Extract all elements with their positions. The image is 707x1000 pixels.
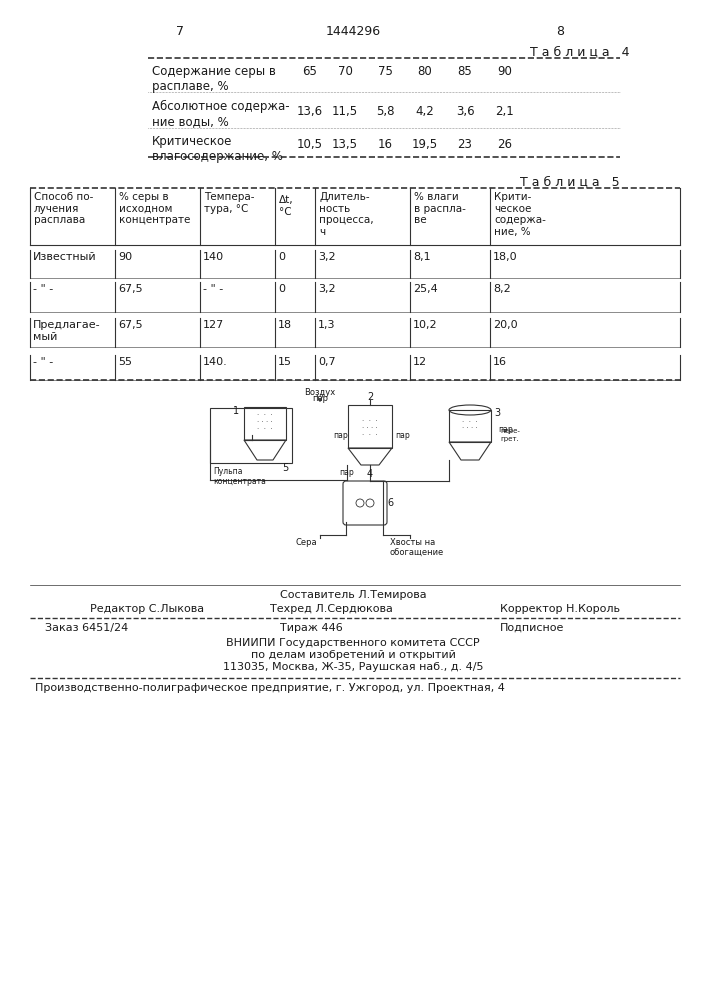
Bar: [449, 410, 491, 442]
Text: - " -: - " -: [33, 284, 53, 294]
Text: Составитель Л.Темирова: Составитель Л.Темирова: [280, 590, 426, 600]
Text: 26: 26: [498, 138, 513, 151]
Text: пар: пар: [395, 430, 410, 440]
Text: Δt,
°С: Δt, °С: [279, 195, 293, 217]
Text: 80: 80: [418, 65, 433, 78]
Text: Корректор Н.Король: Корректор Н.Король: [500, 604, 620, 614]
Text: 67,5: 67,5: [118, 320, 143, 330]
Bar: [210, 408, 292, 463]
Text: 55: 55: [118, 357, 132, 367]
Text: 10,2: 10,2: [413, 320, 438, 330]
Text: Тираж 446: Тираж 446: [280, 623, 343, 633]
Text: 25,4: 25,4: [413, 284, 438, 294]
Text: ·  ·  ·
· · · ·
·  ·  ·: · · · · · · · · · ·: [257, 412, 273, 432]
Text: 1444296: 1444296: [325, 25, 380, 38]
Text: ВНИИПИ Государственного комитета СССР: ВНИИПИ Государственного комитета СССР: [226, 638, 480, 648]
Text: Воздух: Воздух: [305, 388, 336, 397]
Text: пар: пар: [498, 424, 513, 434]
Text: 0,7: 0,7: [318, 357, 336, 367]
Text: ·  ·  ·
· · · ·
·  ·  ·: · · · · · · · · · ·: [362, 418, 378, 438]
Text: 75: 75: [378, 65, 392, 78]
Text: Техред Л.Сердюкова: Техред Л.Сердюкова: [270, 604, 393, 614]
Text: % влаги
в распла-
ве: % влаги в распла- ве: [414, 192, 466, 225]
Text: 11,5: 11,5: [332, 105, 358, 118]
Text: 6: 6: [387, 498, 393, 508]
Text: 20,0: 20,0: [493, 320, 518, 330]
Text: Содержание серы в
расплаве, %: Содержание серы в расплаве, %: [152, 65, 276, 93]
Text: 19,5: 19,5: [412, 138, 438, 151]
Text: 140: 140: [203, 252, 224, 262]
Text: Способ по-
лучения
расплава: Способ по- лучения расплава: [34, 192, 93, 225]
Text: 2: 2: [367, 392, 373, 402]
Text: Крити-
ческое
содержа-
ние, %: Крити- ческое содержа- ние, %: [494, 192, 546, 237]
Text: Редактор С.Лыкова: Редактор С.Лыкова: [90, 604, 204, 614]
Text: пере-
грет.: пере- грет.: [500, 428, 520, 442]
Text: 10,5: 10,5: [297, 138, 323, 151]
Text: 140.: 140.: [203, 357, 228, 367]
Text: пар: пар: [339, 468, 354, 477]
Text: 1: 1: [233, 406, 239, 416]
Text: 8,2: 8,2: [493, 284, 510, 294]
Text: пар: пар: [333, 430, 348, 440]
Text: 8: 8: [556, 25, 564, 38]
Text: 8,1: 8,1: [413, 252, 431, 262]
Text: Т а б л и ц а   4: Т а б л и ц а 4: [530, 45, 629, 58]
Text: % серы в
исходном
концентрате: % серы в исходном концентрате: [119, 192, 190, 225]
Bar: [348, 405, 392, 448]
Text: Т а б л и ц а   5: Т а б л и ц а 5: [520, 175, 619, 188]
Text: 5,8: 5,8: [375, 105, 395, 118]
Text: 18,0: 18,0: [493, 252, 518, 262]
Text: 85: 85: [457, 65, 472, 78]
Text: 70: 70: [337, 65, 352, 78]
Text: Сера: Сера: [295, 538, 317, 547]
Text: пар: пар: [312, 394, 328, 403]
Text: 3,6: 3,6: [456, 105, 474, 118]
Text: Длитель-
ность
процесса,
ч: Длитель- ность процесса, ч: [319, 192, 373, 237]
Text: 0: 0: [278, 252, 285, 262]
Bar: [244, 407, 286, 440]
Text: 90: 90: [498, 65, 513, 78]
Text: 90: 90: [118, 252, 132, 262]
Text: Подписное: Подписное: [500, 623, 564, 633]
Text: Темпера-
тура, °С: Темпера- тура, °С: [204, 192, 255, 214]
Text: 113035, Москва, Ж-35, Раушская наб., д. 4/5: 113035, Москва, Ж-35, Раушская наб., д. …: [223, 662, 484, 672]
Text: 4: 4: [367, 469, 373, 479]
Text: ·  ·  ·
· · · ·: · · · · · · ·: [462, 418, 478, 432]
Text: 0: 0: [278, 284, 285, 294]
Text: Абсолютное содержа-
ние воды, %: Абсолютное содержа- ние воды, %: [152, 100, 290, 128]
Text: 3,2: 3,2: [318, 252, 336, 262]
Text: 18: 18: [278, 320, 292, 330]
Text: 65: 65: [303, 65, 317, 78]
Text: 2,1: 2,1: [496, 105, 515, 118]
Text: 13,6: 13,6: [297, 105, 323, 118]
Text: 15: 15: [278, 357, 292, 367]
Text: Критическое
влагосодержание, %: Критическое влагосодержание, %: [152, 135, 283, 163]
Text: 3: 3: [494, 408, 500, 418]
Text: 16: 16: [493, 357, 507, 367]
Text: 16: 16: [378, 138, 392, 151]
Text: - " -: - " -: [203, 284, 223, 294]
Text: Заказ 6451/24: Заказ 6451/24: [45, 623, 128, 633]
Text: по делам изобретений и открытий: по делам изобретений и открытий: [250, 650, 455, 660]
Text: 67,5: 67,5: [118, 284, 143, 294]
Text: 1,3: 1,3: [318, 320, 336, 330]
Text: 5: 5: [282, 463, 288, 473]
Text: Предлагае-
мый: Предлагае- мый: [33, 320, 100, 342]
Text: - " -: - " -: [33, 357, 53, 367]
Text: 3,2: 3,2: [318, 284, 336, 294]
Text: Хвосты на
обогащение: Хвосты на обогащение: [390, 538, 444, 557]
Text: 4,2: 4,2: [416, 105, 434, 118]
Text: Пульпа
концентрата: Пульпа концентрата: [213, 467, 266, 486]
Text: 13,5: 13,5: [332, 138, 358, 151]
Text: Производственно-полиграфическое предприятие, г. Ужгород, ул. Проектная, 4: Производственно-полиграфическое предприя…: [35, 683, 505, 693]
Text: 12: 12: [413, 357, 427, 367]
Text: Известный: Известный: [33, 252, 97, 262]
Text: 127: 127: [203, 320, 224, 330]
Text: 7: 7: [176, 25, 184, 38]
Text: 23: 23: [457, 138, 472, 151]
